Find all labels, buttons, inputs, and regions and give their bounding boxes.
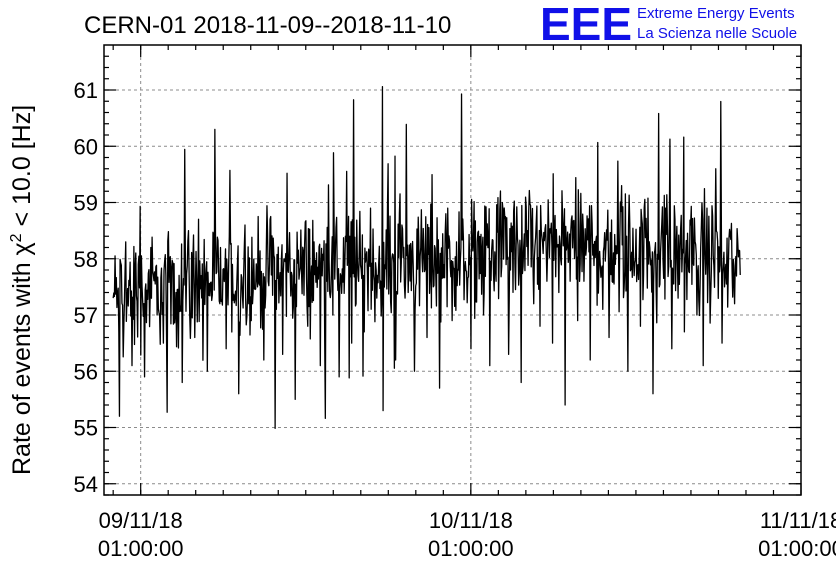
y-tick-label: 55 xyxy=(74,416,98,441)
x-tick-date: 10/11/18 xyxy=(429,508,513,533)
eee-logo: EEE Extreme Energy Events La Scienza nel… xyxy=(540,0,797,50)
y-tick-label: 61 xyxy=(74,78,98,103)
x-tick-date: 09/11/18 xyxy=(99,508,183,533)
series-line xyxy=(112,86,741,430)
y-axis-label-exponent: 2 xyxy=(8,233,25,242)
y-tick-label: 58 xyxy=(74,247,98,272)
y-tick-label: 57 xyxy=(74,303,98,328)
x-axis: 09/11/18 01:00:00 10/11/18 01:00:00 11/11/18… xyxy=(98,45,836,561)
y-axis-label-prefix: Rate of events with xyxy=(8,255,36,475)
y-axis-label-symbol: χ xyxy=(8,242,36,255)
x-tick-time: 01:00:00 xyxy=(428,536,514,561)
plot-frame xyxy=(103,44,802,496)
y-axis-label: Rate of events with χ2 < 10.0 [Hz] xyxy=(8,105,36,475)
y-axis: 54 55 56 57 58 59 60 61 xyxy=(74,55,801,497)
y-tick-label: 56 xyxy=(74,359,98,384)
eee-logo-letters: EEE xyxy=(540,0,632,50)
x-tick-time: 01:00:00 xyxy=(98,536,184,561)
series-area xyxy=(112,86,741,430)
logo-line-2: La Scienza nelle Scuole xyxy=(637,25,797,42)
x-tick-date: 11/11/18 xyxy=(760,508,836,533)
y-tick-label: 60 xyxy=(74,134,98,159)
logo-line-1: Extreme Energy Events xyxy=(637,5,795,22)
y-axis-label-suffix: < 10.0 [Hz] xyxy=(8,105,36,234)
y-tick-label: 59 xyxy=(74,191,98,216)
x-tick-time: 01:00:00 xyxy=(758,536,836,561)
chart-title: CERN-01 2018-11-09--2018-11-10 xyxy=(84,12,451,39)
y-tick-label: 54 xyxy=(74,472,98,497)
